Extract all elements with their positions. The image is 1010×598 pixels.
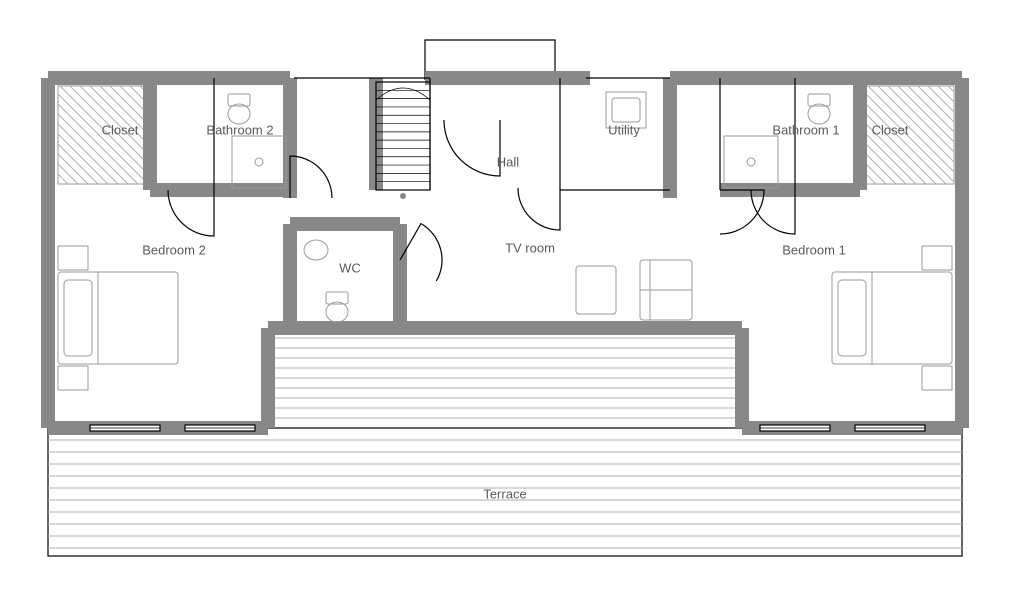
floor-plan: Closet Closet Bathroom 2 Bathroom 1 Util… xyxy=(0,0,1010,598)
floor-plan-svg xyxy=(0,0,1010,598)
